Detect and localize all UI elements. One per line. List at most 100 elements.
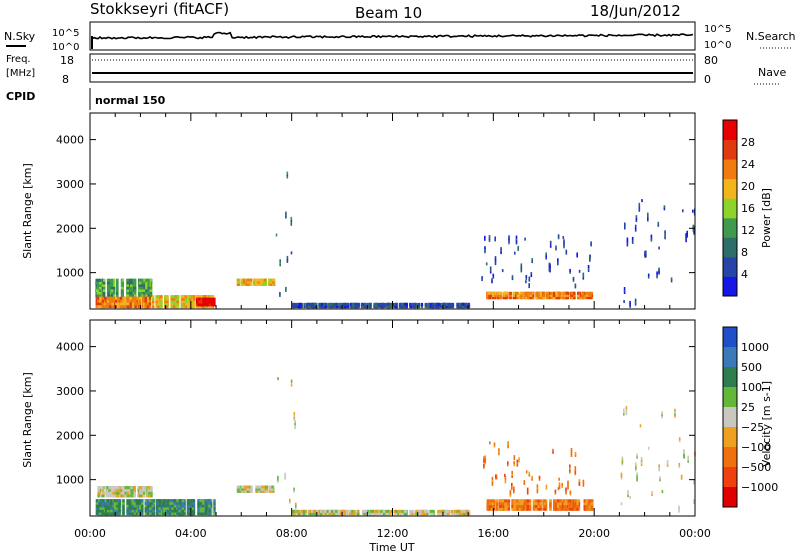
heatmap-cell [484,459,487,463]
heatmap-cell [157,297,161,301]
heatmap-cell [122,512,125,516]
heatmap-cell [199,509,202,513]
heatmap-cell [491,502,494,506]
heatmap-cell [133,504,136,508]
heatmap-cell [106,512,110,516]
heatmap-cell [141,499,144,503]
heatmap-cell [461,509,464,513]
heatmap-cell [142,291,146,295]
heatmap-cell [144,299,147,303]
heatmap-cell [481,276,483,280]
heatmap-cell [343,512,346,516]
heatmap-cell [569,470,571,474]
heatmap-cell [351,509,354,513]
heatmap-cell [525,280,527,284]
colorbar-swatch [723,237,737,258]
heatmap-cell [110,291,114,295]
heatmap-cell [508,239,510,243]
heatmap-cell [636,455,638,459]
heatmap-cell [493,442,496,446]
heatmap-cell [126,494,130,498]
heatmap-cell [184,302,188,306]
heatmap-cell [554,489,557,493]
heatmap-cell [664,236,666,240]
heatmap-cell [181,297,184,301]
heatmap-cell [513,507,516,511]
heatmap-cell [190,501,193,505]
heatmap-cell [145,291,148,295]
heatmap-cell [177,504,180,508]
heatmap-cell [184,297,188,301]
heatmap-cell [150,491,153,495]
heatmap-cell [537,499,540,503]
heatmap-cell [284,476,286,480]
heatmap-cell [658,468,660,472]
heatmap-cell [210,506,213,510]
heatmap-cell [181,501,185,505]
heatmap-cell [106,296,109,300]
heatmap-cell [275,233,278,237]
noise-trace [91,31,694,49]
heatmap-cell [213,300,216,304]
heatmap-cell [97,302,100,306]
heatmap-cell [491,482,494,486]
heatmap-cell [131,501,134,505]
heatmap-cell [438,512,441,516]
heatmap-cell [199,300,203,304]
heatmap-cell [171,509,175,513]
heatmap-cell [513,502,516,506]
heatmap-cell [373,305,376,309]
heatmap-cell [396,512,399,516]
heatmap-cell [133,494,136,498]
heatmap-cell [526,504,529,508]
heatmap-cell [666,463,669,467]
heatmap-cell [324,509,327,513]
heatmap-cell [417,302,421,306]
heatmap-cell [102,509,106,513]
nave-tick-top: 80 [704,54,718,67]
heatmap-cell [544,504,548,508]
heatmap-cell [361,302,364,306]
heatmap-cell [106,501,110,505]
heatmap-cell [255,487,258,491]
heatmap-cell [208,295,211,299]
heatmap-cell [197,504,200,508]
heatmap-cell [518,459,520,463]
heatmap-cell [549,296,553,300]
heatmap-cell [339,302,343,306]
heatmap-cell [523,499,526,503]
heatmap-cell [488,291,491,295]
heatmap-cell [138,283,142,287]
heatmap-cell [173,512,177,516]
heatmap-cell [380,509,383,513]
heatmap-cell [176,300,179,304]
heatmap-cell [464,302,467,306]
heatmap-cell [507,463,509,467]
heatmap-cell [144,504,147,508]
heatmap-cell [116,283,119,287]
heatmap-cell [577,504,581,508]
heatmap-cell [128,506,131,510]
heatmap-cell [623,408,625,412]
heatmap-cell [561,483,563,487]
heatmap-cell [661,411,663,415]
heatmap-cell [519,502,522,506]
heatmap-cell [160,297,163,301]
heatmap-cell [130,488,133,492]
heatmap-cell [246,282,250,286]
heatmap-cell [292,302,295,306]
heatmap-cell [237,282,240,286]
heatmap-cell [155,512,159,516]
heatmap-cell [489,441,491,445]
heatmap-cell [527,294,530,297]
heatmap-cell [328,512,331,516]
heatmap-cell [568,499,571,503]
heatmap-cell [440,509,443,513]
heatmap-cell [181,300,184,304]
heatmap-cell [442,305,446,309]
heatmap-cell [394,305,397,309]
heatmap-cell [138,299,142,303]
heatmap-cell [299,302,302,306]
heatmap-cell [519,504,522,508]
heatmap-cell [678,464,681,468]
